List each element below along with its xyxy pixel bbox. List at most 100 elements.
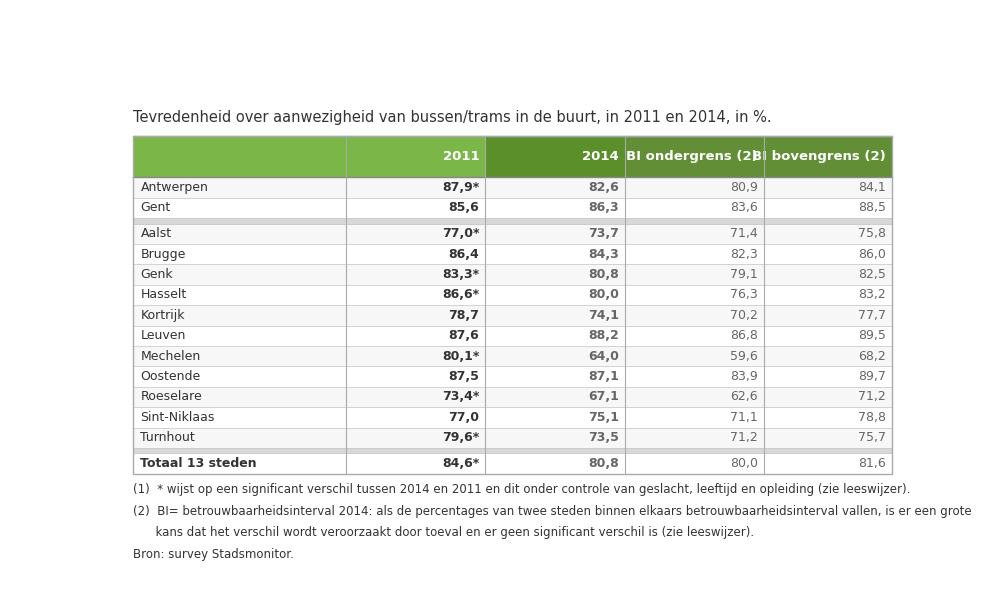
Text: 71,2: 71,2: [858, 391, 886, 403]
Bar: [485, 137, 625, 177]
Bar: [133, 448, 892, 454]
Text: 87,6: 87,6: [448, 329, 479, 342]
Bar: [133, 284, 892, 305]
Text: 83,9: 83,9: [730, 370, 758, 383]
Bar: [133, 198, 892, 218]
Bar: [625, 137, 764, 177]
Text: 73,4*: 73,4*: [442, 391, 479, 403]
Text: 80,8: 80,8: [588, 268, 619, 281]
Text: 73,7: 73,7: [588, 227, 619, 240]
Text: 86,6*: 86,6*: [442, 289, 479, 302]
Text: 79,1: 79,1: [730, 268, 758, 281]
Bar: [133, 346, 892, 366]
Text: Hasselt: Hasselt: [140, 289, 187, 302]
Text: Totaal 13 steden: Totaal 13 steden: [140, 457, 257, 470]
Text: 71,4: 71,4: [730, 227, 758, 240]
Text: Gent: Gent: [140, 201, 171, 214]
Text: Bron: survey Stadsmonitor.: Bron: survey Stadsmonitor.: [133, 548, 294, 561]
Text: 87,9*: 87,9*: [442, 181, 479, 194]
Text: Aalst: Aalst: [140, 227, 172, 240]
Text: Tevredenheid over aanwezigheid van bussen/trams in de buurt, in 2011 en 2014, in: Tevredenheid over aanwezigheid van busse…: [133, 110, 771, 125]
Bar: [133, 218, 892, 223]
Text: 77,0*: 77,0*: [442, 227, 479, 240]
Text: Antwerpen: Antwerpen: [140, 181, 208, 194]
Text: 84,1: 84,1: [858, 181, 886, 194]
Text: BI ondergrens (2): BI ondergrens (2): [626, 150, 758, 163]
Text: 83,6: 83,6: [730, 201, 758, 214]
Bar: [133, 326, 892, 346]
Text: 85,6: 85,6: [448, 201, 479, 214]
Text: 82,5: 82,5: [858, 268, 886, 281]
Bar: [133, 407, 892, 428]
Text: 67,1: 67,1: [588, 391, 619, 403]
Text: 82,6: 82,6: [588, 181, 619, 194]
Text: (1)  * wijst op een significant verschil tussen 2014 en 2011 en dit onder contro: (1) * wijst op een significant verschil …: [133, 483, 910, 496]
Text: 83,3*: 83,3*: [442, 268, 479, 281]
Text: 78,8: 78,8: [858, 411, 886, 424]
Text: 89,5: 89,5: [858, 329, 886, 342]
Text: 77,7: 77,7: [858, 309, 886, 322]
Text: Turnhout: Turnhout: [140, 431, 195, 444]
Bar: [133, 244, 892, 264]
Text: Roeselare: Roeselare: [140, 391, 202, 403]
Text: 86,0: 86,0: [858, 247, 886, 261]
Text: 64,0: 64,0: [588, 350, 619, 363]
Text: 71,2: 71,2: [730, 431, 758, 444]
Text: 86,8: 86,8: [730, 329, 758, 342]
Text: 81,6: 81,6: [858, 457, 886, 470]
Text: 79,6*: 79,6*: [442, 431, 479, 444]
Text: 78,7: 78,7: [448, 309, 479, 322]
Bar: [133, 366, 892, 387]
Bar: [764, 137, 892, 177]
Text: Kortrijk: Kortrijk: [140, 309, 185, 322]
Bar: [133, 454, 892, 474]
Text: 80,0: 80,0: [730, 457, 758, 470]
Bar: [133, 428, 892, 448]
Text: 80,0: 80,0: [588, 289, 619, 302]
Text: 75,1: 75,1: [588, 411, 619, 424]
Bar: [133, 137, 346, 177]
Text: 88,5: 88,5: [858, 201, 886, 214]
Bar: [133, 305, 892, 326]
Text: 89,7: 89,7: [858, 370, 886, 383]
Text: 88,2: 88,2: [588, 329, 619, 342]
Text: 84,6*: 84,6*: [442, 457, 479, 470]
Text: 71,1: 71,1: [730, 411, 758, 424]
Text: Brugge: Brugge: [140, 247, 186, 261]
Text: 75,7: 75,7: [858, 431, 886, 444]
Text: 2011: 2011: [443, 150, 479, 163]
Text: 82,3: 82,3: [730, 247, 758, 261]
Text: 84,3: 84,3: [588, 247, 619, 261]
Text: 76,3: 76,3: [730, 289, 758, 302]
Text: 80,8: 80,8: [588, 457, 619, 470]
Text: 83,2: 83,2: [858, 289, 886, 302]
Text: 87,5: 87,5: [448, 370, 479, 383]
Text: 59,6: 59,6: [730, 350, 758, 363]
Bar: [133, 264, 892, 284]
Bar: [133, 387, 892, 407]
Text: 87,1: 87,1: [588, 370, 619, 383]
Text: kans dat het verschil wordt veroorzaakt door toeval en er geen significant versc: kans dat het verschil wordt veroorzaakt …: [133, 527, 754, 540]
Text: Sint-Niklaas: Sint-Niklaas: [140, 411, 215, 424]
Text: Leuven: Leuven: [140, 329, 186, 342]
Text: 86,3: 86,3: [588, 201, 619, 214]
Text: (2)  BI= betrouwbaarheidsinterval 2014: als de percentages van twee steden binne: (2) BI= betrouwbaarheidsinterval 2014: a…: [133, 505, 971, 518]
Bar: [346, 137, 485, 177]
Text: 73,5: 73,5: [588, 431, 619, 444]
Text: Mechelen: Mechelen: [140, 350, 201, 363]
Text: 80,1*: 80,1*: [442, 350, 479, 363]
Text: 70,2: 70,2: [730, 309, 758, 322]
Text: 75,8: 75,8: [858, 227, 886, 240]
Text: 77,0: 77,0: [448, 411, 479, 424]
Text: 80,9: 80,9: [730, 181, 758, 194]
Text: Oostende: Oostende: [140, 370, 201, 383]
Text: 74,1: 74,1: [588, 309, 619, 322]
Text: 62,6: 62,6: [731, 391, 758, 403]
Bar: [133, 177, 892, 198]
Text: Genk: Genk: [140, 268, 173, 281]
Text: 2014: 2014: [582, 150, 619, 163]
Text: 86,4: 86,4: [448, 247, 479, 261]
Text: 68,2: 68,2: [858, 350, 886, 363]
Text: BI bovengrens (2): BI bovengrens (2): [752, 150, 886, 163]
Bar: [133, 223, 892, 244]
